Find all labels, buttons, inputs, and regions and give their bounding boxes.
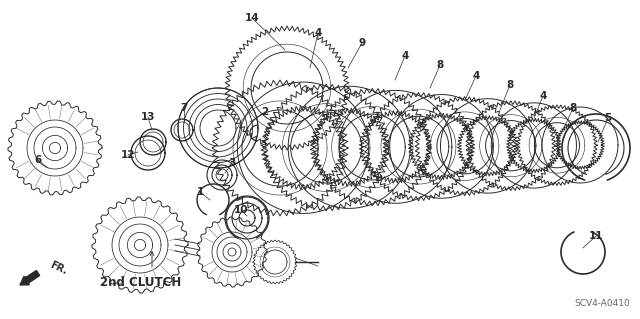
Text: 12: 12 — [121, 150, 135, 160]
Text: 9: 9 — [358, 38, 365, 48]
Text: 3: 3 — [228, 158, 236, 168]
Text: 14: 14 — [244, 13, 259, 23]
Text: 7: 7 — [180, 103, 188, 113]
Text: 2: 2 — [261, 107, 269, 117]
Text: 10: 10 — [234, 205, 248, 215]
Text: 5: 5 — [604, 113, 612, 123]
Text: 2nd CLUTCH: 2nd CLUTCH — [100, 276, 181, 288]
Text: 6: 6 — [35, 155, 42, 165]
Text: 8: 8 — [436, 60, 444, 70]
Text: SCV4-A0410: SCV4-A0410 — [574, 299, 630, 308]
Text: 4: 4 — [540, 91, 547, 101]
Text: FR.: FR. — [48, 260, 68, 276]
Text: 4: 4 — [401, 51, 409, 61]
Text: 13: 13 — [141, 112, 156, 122]
Text: 8: 8 — [506, 80, 514, 90]
Text: 8: 8 — [570, 103, 577, 113]
Text: 4: 4 — [314, 28, 322, 38]
Text: 4: 4 — [472, 71, 480, 81]
Text: 1: 1 — [196, 187, 204, 197]
Text: 11: 11 — [589, 231, 604, 241]
FancyArrow shape — [20, 271, 40, 285]
